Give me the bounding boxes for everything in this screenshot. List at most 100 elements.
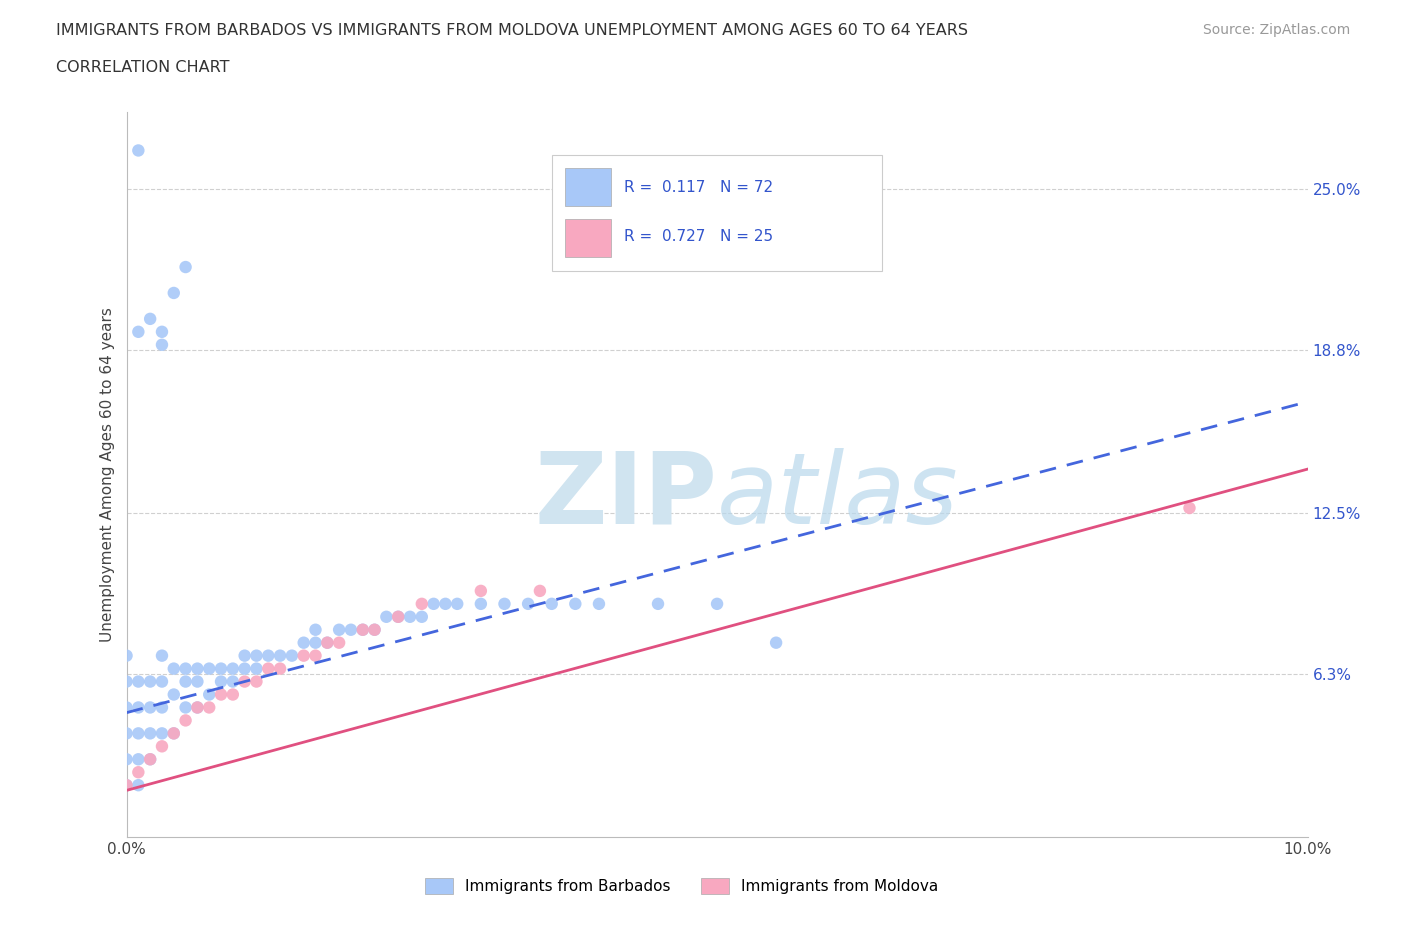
Point [198, 661, 221, 676]
Point [163, 687, 186, 702]
Point [150, 648, 173, 663]
Point [316, 635, 339, 650]
Point [139, 674, 162, 689]
Point [304, 622, 326, 637]
Point [209, 661, 232, 676]
Point [257, 661, 280, 676]
Point [222, 687, 245, 702]
Point [139, 726, 162, 741]
Point [198, 687, 221, 702]
Point [174, 661, 197, 676]
Point [209, 687, 232, 702]
Point [127, 764, 149, 779]
Point [269, 648, 291, 663]
Point [115, 648, 138, 663]
Point [765, 635, 787, 650]
Point [304, 648, 326, 663]
Point [706, 596, 728, 611]
Point [127, 777, 149, 792]
Point [564, 596, 586, 611]
Point [174, 674, 197, 689]
Point [1178, 500, 1201, 515]
Legend: Immigrants from Barbados, Immigrants from Moldova: Immigrants from Barbados, Immigrants fro… [418, 870, 946, 902]
Point [115, 700, 138, 715]
Point [139, 700, 162, 715]
Point [174, 259, 197, 274]
Point [139, 751, 162, 766]
Point [115, 777, 138, 792]
Point [387, 609, 409, 624]
Point [174, 713, 197, 728]
Point [363, 622, 385, 637]
Point [233, 674, 256, 689]
Point [245, 674, 267, 689]
Point [163, 726, 186, 741]
Point [115, 726, 138, 741]
Point [233, 661, 256, 676]
Point [328, 622, 350, 637]
Point [647, 596, 669, 611]
Point [304, 635, 326, 650]
Point [540, 596, 562, 611]
Point [186, 700, 208, 715]
Point [434, 596, 457, 611]
Point [222, 661, 245, 676]
Point [446, 596, 468, 611]
Point [115, 777, 138, 792]
Point [292, 635, 315, 650]
Point [139, 312, 162, 326]
Point [269, 661, 291, 676]
Point [150, 674, 173, 689]
Point [316, 635, 339, 650]
Point [328, 635, 350, 650]
Point [411, 596, 433, 611]
Point [529, 583, 551, 598]
Point [127, 726, 149, 741]
Point [186, 700, 208, 715]
Point [150, 726, 173, 741]
Point [163, 661, 186, 676]
Point [150, 738, 173, 753]
Point [387, 609, 409, 624]
Text: IMMIGRANTS FROM BARBADOS VS IMMIGRANTS FROM MOLDOVA UNEMPLOYMENT AMONG AGES 60 T: IMMIGRANTS FROM BARBADOS VS IMMIGRANTS F… [56, 23, 969, 38]
Point [245, 648, 267, 663]
Point [186, 674, 208, 689]
Point [352, 622, 374, 637]
Point [422, 596, 444, 611]
Point [174, 700, 197, 715]
Point [411, 609, 433, 624]
Point [150, 325, 173, 339]
Point [115, 751, 138, 766]
Point [588, 596, 610, 611]
Point [139, 751, 162, 766]
Point [494, 596, 516, 611]
Point [127, 143, 149, 158]
Point [115, 674, 138, 689]
Point [375, 609, 398, 624]
Point [186, 661, 208, 676]
Point [127, 700, 149, 715]
Text: ZIP: ZIP [534, 447, 717, 545]
Point [245, 661, 267, 676]
Point [399, 609, 422, 624]
Point [163, 286, 186, 300]
Point [127, 674, 149, 689]
Point [127, 751, 149, 766]
Y-axis label: Unemployment Among Ages 60 to 64 years: Unemployment Among Ages 60 to 64 years [100, 307, 115, 642]
Point [198, 700, 221, 715]
Text: Source: ZipAtlas.com: Source: ZipAtlas.com [1202, 23, 1350, 37]
Point [363, 622, 385, 637]
Point [209, 674, 232, 689]
Text: atlas: atlas [717, 447, 959, 545]
Point [222, 674, 245, 689]
Point [352, 622, 374, 637]
Point [470, 596, 492, 611]
Point [257, 648, 280, 663]
Text: CORRELATION CHART: CORRELATION CHART [56, 60, 229, 75]
Point [163, 726, 186, 741]
Point [517, 596, 540, 611]
Point [281, 648, 304, 663]
Point [127, 325, 149, 339]
Point [292, 648, 315, 663]
Point [470, 583, 492, 598]
